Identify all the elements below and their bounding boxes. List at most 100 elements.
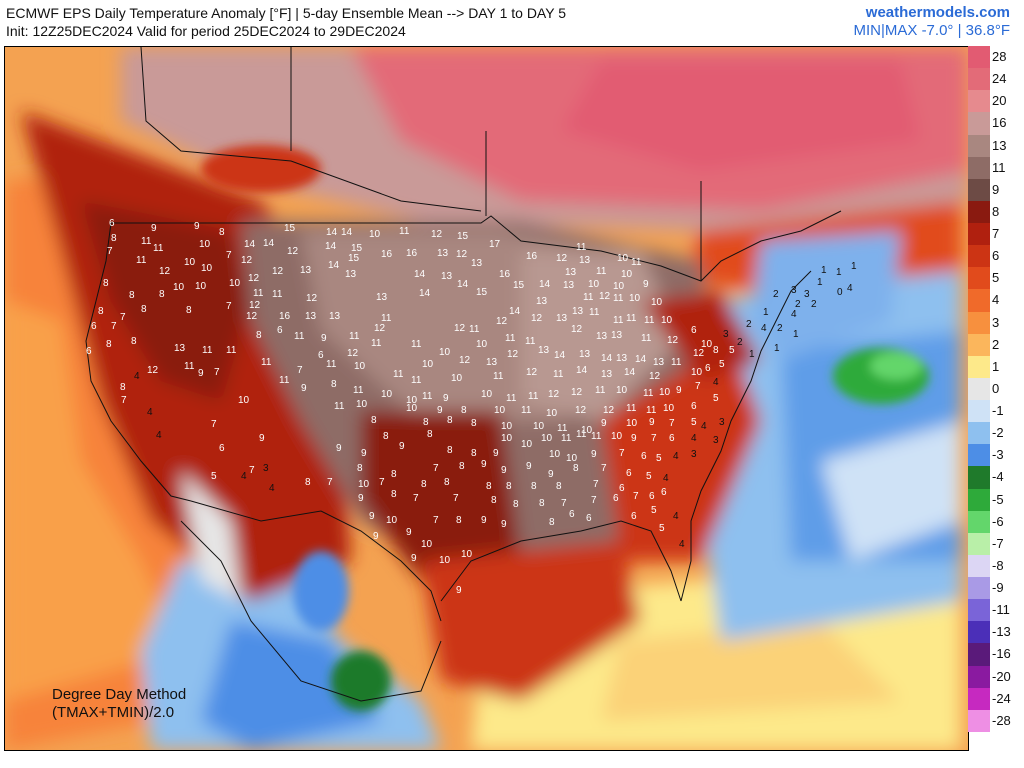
legend-swatch xyxy=(968,577,990,600)
station-value: 12 xyxy=(649,371,661,382)
legend-entry: -3 xyxy=(968,444,1024,467)
station-value: 8 xyxy=(305,477,311,488)
station-value: 11 xyxy=(253,288,264,299)
station-value: 9 xyxy=(194,221,200,232)
station-value: 11 xyxy=(411,375,422,386)
station-value: 11 xyxy=(525,336,536,347)
station-value: 10 xyxy=(356,399,368,410)
legend-entry: 20 xyxy=(968,90,1024,113)
station-value: 10 xyxy=(626,418,638,429)
color-legend: 28 24 20 16 13 11 9 8 7 6 5 4 3 2 1 0 -1 -2 -3 -4 -5 -6 -7 -8 -9… xyxy=(968,46,1024,732)
atlantic-light xyxy=(821,421,961,561)
legend-entry: -7 xyxy=(968,532,1024,555)
station-value: 6 xyxy=(613,493,619,504)
station-value: 11 xyxy=(184,361,195,372)
station-value: 9 xyxy=(631,433,637,444)
legend-swatch xyxy=(968,709,990,732)
new-england-cool xyxy=(751,231,901,361)
legend-swatch xyxy=(968,377,990,401)
station-value: 4 xyxy=(847,283,853,294)
station-value: 4 xyxy=(701,421,707,432)
station-value: 11 xyxy=(626,403,637,414)
station-value: 7 xyxy=(669,418,675,429)
station-value: 9 xyxy=(361,448,367,459)
legend-entry: -16 xyxy=(968,643,1024,666)
header-title: ECMWF EPS Daily Temperature Anomaly [°F]… xyxy=(6,4,566,40)
legend-entry: -28 xyxy=(968,709,1024,732)
legend-entry: -13 xyxy=(968,621,1024,644)
station-value: 5 xyxy=(713,393,719,404)
station-value: 7 xyxy=(561,498,567,509)
station-value: 12 xyxy=(347,348,359,359)
station-value: 11 xyxy=(613,315,624,326)
station-value: 10 xyxy=(521,439,533,450)
legend-entry: 28 xyxy=(968,46,1024,69)
east-coast xyxy=(680,270,812,602)
borders xyxy=(85,47,842,702)
station-value: 4 xyxy=(713,377,719,388)
station-value: 10 xyxy=(588,279,600,290)
station-value: 14 xyxy=(414,269,426,280)
station-value: 4 xyxy=(269,483,275,494)
station-value: 8 xyxy=(713,345,719,356)
legend-swatch xyxy=(968,200,990,224)
legend-entry: -8 xyxy=(968,554,1024,578)
minmax-label: MIN|MAX -7.0° | 36.8°F xyxy=(853,22,1011,39)
station-value: 11 xyxy=(349,331,360,342)
station-value: 11 xyxy=(422,391,433,402)
station-value: 10 xyxy=(549,449,561,460)
station-value: 12 xyxy=(306,293,318,304)
station-value: 12 xyxy=(431,229,443,240)
station-value: 7 xyxy=(601,463,607,474)
station-value: 11 xyxy=(136,255,147,266)
bc-warm-spot xyxy=(201,145,321,193)
station-value: 9 xyxy=(481,459,487,470)
station-value: 8 xyxy=(106,339,112,350)
northwest-hot xyxy=(81,201,251,401)
station-value: 10 xyxy=(195,281,207,292)
station-value: 10 xyxy=(617,253,629,264)
station-value: 9 xyxy=(443,393,449,404)
legend-label: -28 xyxy=(992,712,1011,728)
station-value: 9 xyxy=(501,465,507,476)
station-value: 12 xyxy=(507,349,519,360)
legend-label: 4 xyxy=(992,292,1000,308)
station-value: 6 xyxy=(649,491,655,502)
legend-label: -24 xyxy=(992,690,1011,706)
legend-label: -16 xyxy=(992,646,1011,662)
station-value: 2 xyxy=(777,323,783,334)
station-value: 12 xyxy=(575,405,587,416)
station-value: 10 xyxy=(199,239,211,250)
gulf-coast xyxy=(440,520,682,602)
station-value: 1 xyxy=(774,343,780,354)
pacific-warm-outer xyxy=(5,301,181,701)
legend-entry: -4 xyxy=(968,466,1024,489)
station-value: 12 xyxy=(147,365,159,376)
legend-label: 28 xyxy=(992,49,1007,64)
station-value: 15 xyxy=(513,280,525,291)
legend-label: 9 xyxy=(992,181,1000,197)
legend-swatch xyxy=(968,621,990,644)
station-value: 15 xyxy=(457,231,469,242)
legend-swatch xyxy=(968,554,990,578)
station-value: 12 xyxy=(272,266,284,277)
legend-entry: 13 xyxy=(968,134,1024,157)
station-value: 13 xyxy=(486,357,498,368)
station-value: 2 xyxy=(746,319,752,330)
legend-swatch xyxy=(968,223,990,246)
legend-entry: 1 xyxy=(968,355,1024,378)
station-value: 11 xyxy=(641,333,652,344)
legend-swatch xyxy=(968,466,990,489)
station-value: 8 xyxy=(357,463,363,474)
station-value: 11 xyxy=(381,313,392,324)
station-value: 10 xyxy=(581,425,593,436)
station-value: 5 xyxy=(659,523,665,534)
station-value: 6 xyxy=(691,401,697,412)
station-value: 12 xyxy=(526,367,538,378)
station-value: 12 xyxy=(374,323,386,334)
station-value: 3 xyxy=(791,285,797,296)
station-value: 8 xyxy=(513,499,519,510)
canada-provinces xyxy=(140,47,482,212)
legend-swatch xyxy=(968,333,990,356)
station-value: 7 xyxy=(651,433,657,444)
